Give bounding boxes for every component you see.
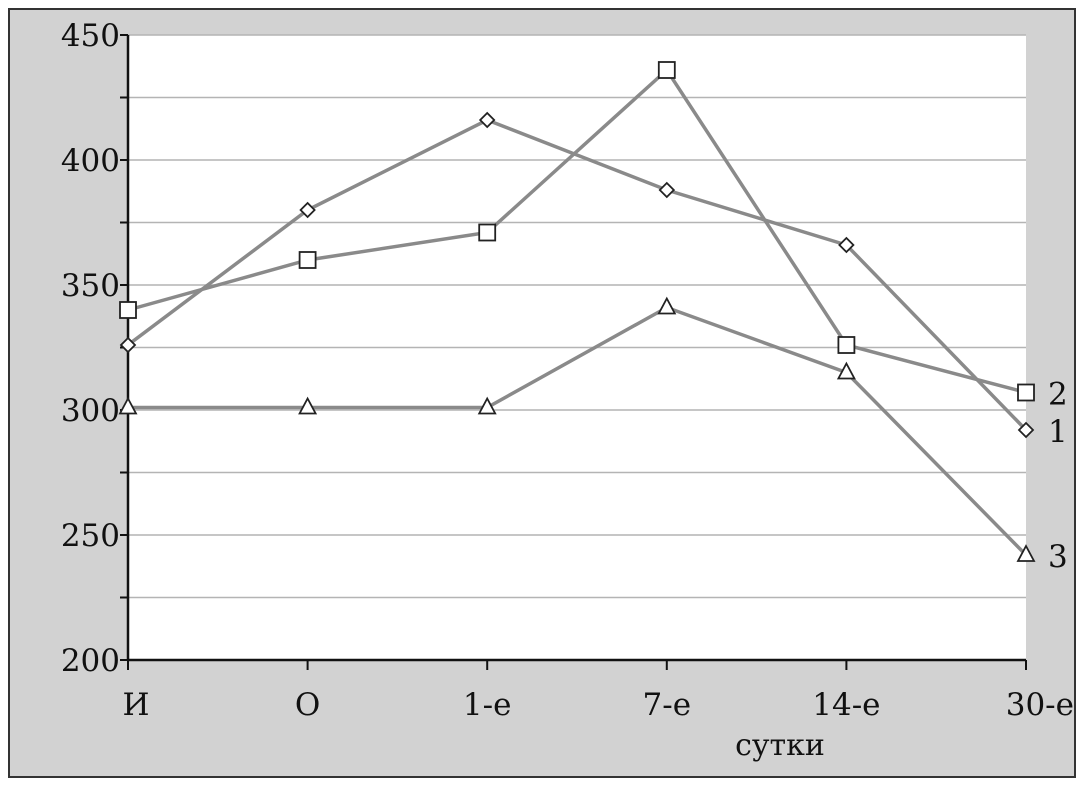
series-3-point: [477, 396, 497, 415]
y-tick-label: 350: [61, 268, 120, 304]
y-tick-label: 200: [61, 643, 120, 679]
series-1-point: [1017, 421, 1035, 439]
series-2-point: [478, 223, 497, 242]
series-1-point: [478, 111, 496, 129]
series-1-point: [299, 201, 316, 219]
series-2-point: [837, 336, 856, 354]
series-2-label: 2: [1048, 377, 1068, 413]
series-group: 12 3: [118, 61, 1068, 575]
x-axis-label: сутки: [735, 728, 825, 763]
x-tick-label: О: [295, 687, 320, 723]
series-2-line: [127, 67, 1027, 395]
series-3-point: [657, 296, 677, 315]
x-tick-label: 1-е: [463, 687, 512, 723]
axes: 200 250 300 350 400 450 И О 1-е 7-е 14-е 30-е: [61, 18, 1074, 723]
series-2-point: [298, 251, 317, 269]
series-3-label: 3: [1048, 539, 1068, 575]
x-tick-label: 14-е: [812, 687, 880, 723]
series-3-point: [298, 396, 318, 415]
x-tick-label: 30-е: [1006, 687, 1074, 723]
series-2-point: [657, 61, 676, 79]
series-3-point: [118, 396, 138, 415]
y-tick-label: 300: [61, 393, 120, 429]
series-3-point: [836, 361, 856, 380]
series-3-point: [1016, 544, 1036, 562]
grid: [128, 34, 1026, 599]
series-1-point: [658, 181, 676, 199]
series-2-point: [1017, 383, 1035, 402]
y-tick-label: 450: [61, 18, 120, 54]
series-2-point: [119, 301, 137, 319]
x-tick-label: И: [122, 687, 149, 723]
series-3-line: [128, 305, 1028, 557]
series-1-line: [126, 118, 1028, 432]
series-1-label: 1: [1048, 414, 1068, 450]
series-1-point: [838, 236, 855, 254]
series-1-point: [119, 336, 137, 354]
y-tick-label: 250: [61, 518, 120, 554]
x-tick-label: 7-е: [643, 687, 692, 723]
y-tick-label: 400: [61, 143, 120, 179]
